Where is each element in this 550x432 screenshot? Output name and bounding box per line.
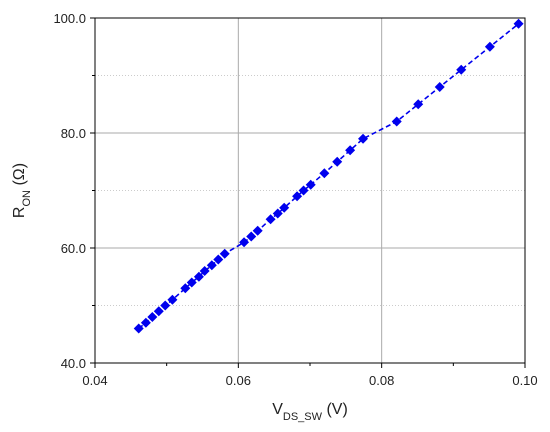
axis-ticks [90,17,526,368]
data-point [199,266,210,276]
data-point [219,248,230,259]
x-tick-label: 0.08 [369,373,394,388]
y-axis-title: RON (Ω) [11,163,33,218]
data-point [358,133,369,144]
data-point [160,300,171,311]
data-point [180,283,191,294]
data-point [319,168,330,179]
data-point [153,306,164,317]
x-tick-label: 0.10 [512,373,537,388]
data-point [305,179,316,190]
data-point [484,41,495,52]
data-point [239,237,250,248]
data-point [246,231,257,242]
data-point [513,18,524,29]
data-point [213,254,224,265]
series-line [138,23,520,330]
data-point [298,185,309,196]
data-point [456,64,467,75]
data-point [265,214,276,225]
data-point [140,317,151,328]
data-point [272,208,283,219]
data-point [413,99,424,110]
y-tick-label: 40.0 [61,356,86,371]
data-point [345,145,356,156]
data-point [193,271,204,282]
data-point [292,191,303,202]
tick-labels: 0.04 0.06 0.08 0.10 40.0 60.0 80.0 100.0 [53,11,537,388]
data-point [206,260,217,271]
data-point [147,312,158,322]
data-point [133,323,144,334]
data-markers [133,18,524,334]
data-point [186,277,197,288]
data-point [332,156,343,167]
data-point [252,225,263,236]
data-point [391,116,402,127]
x-tick-label: 0.04 [82,373,107,388]
grid [95,18,525,363]
x-tick-label: 0.06 [226,373,251,388]
y-tick-label: 60.0 [61,241,86,256]
data-point [434,82,445,92]
y-tick-label: 80.0 [61,126,86,141]
x-axis-title: VDS_SW (V) [272,401,348,423]
y-tick-label: 100.0 [53,11,86,26]
data-point [167,294,178,305]
data-point [279,202,290,213]
